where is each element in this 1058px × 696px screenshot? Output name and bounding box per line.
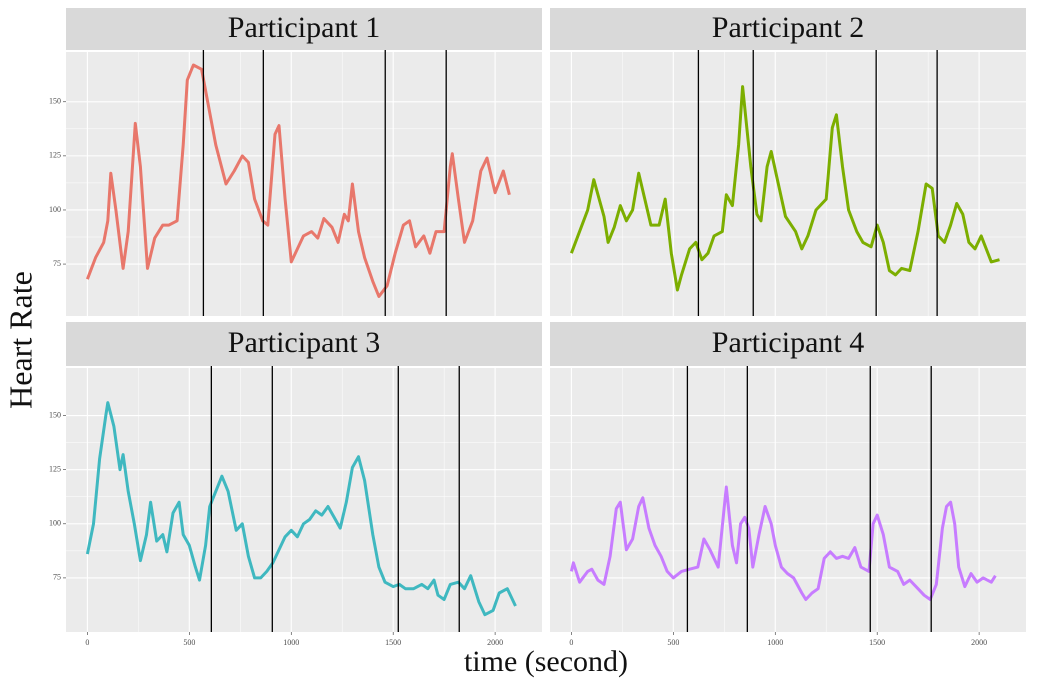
strip (550, 8, 1026, 50)
panel-title: Participant 4 (712, 326, 864, 359)
plot-background (550, 368, 1026, 632)
data-line (85, 401, 517, 617)
x-tick-label: 1000 (767, 638, 783, 647)
data-line (569, 85, 1000, 292)
strip (66, 322, 542, 366)
data-line (569, 485, 997, 601)
y-tick-label: 125 (49, 151, 61, 160)
y-tick-label: 100 (49, 519, 61, 528)
y-axis-label: Heart Rate (2, 271, 38, 409)
y-tick-label: 100 (49, 205, 61, 214)
x-axis-label: time (second) (464, 645, 628, 678)
y-tick-label: 150 (49, 410, 61, 419)
plot-background (66, 52, 542, 316)
y-tick-label: 125 (49, 465, 61, 474)
x-tick-label: 1000 (283, 638, 299, 647)
plot-background (66, 368, 542, 632)
x-tick-label: 500 (183, 638, 195, 647)
x-tick-label: 500 (667, 638, 679, 647)
y-tick-label: 75 (53, 259, 61, 268)
x-tick-label: 0 (85, 638, 89, 647)
strip (66, 8, 542, 50)
x-tick-label: 2000 (487, 638, 503, 647)
panel-title: Participant 1 (228, 11, 380, 44)
strip (550, 322, 1026, 366)
panel: Participant 4 0 500 1000 1500 2000 (550, 322, 1026, 647)
panel-title: Participant 3 (228, 326, 380, 359)
x-tick-label: 1500 (869, 638, 885, 647)
plot-background (550, 52, 1026, 316)
panel: Participant 1 75 100 125 150 (49, 8, 542, 316)
panel: Participant 2 (550, 8, 1026, 316)
x-tick-label: 2000 (971, 638, 987, 647)
y-tick-label: 75 (53, 573, 61, 582)
x-tick-label: 1500 (385, 638, 401, 647)
panel-title: Participant 2 (712, 11, 864, 44)
x-tick-label: 0 (569, 638, 573, 647)
data-line (85, 63, 511, 298)
y-tick-label: 150 (49, 97, 61, 106)
